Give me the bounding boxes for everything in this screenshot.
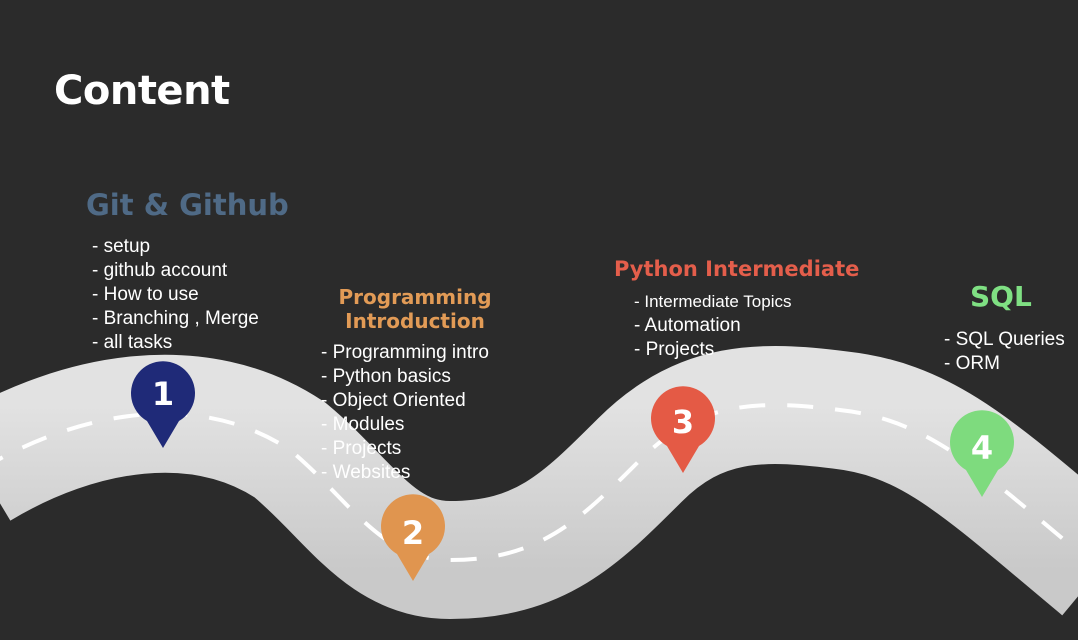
stage-3-topic: - Automation (634, 315, 741, 336)
milestone-number-2: 2 (402, 514, 424, 552)
stage-2-topic: - Websites (321, 462, 411, 483)
stage-2-heading-line: Introduction (345, 309, 485, 333)
stage-1-topic: - github account (92, 260, 228, 281)
milestone-number-4: 4 (971, 429, 993, 467)
page-title: Content (54, 68, 230, 114)
stage-2-heading-line: Programming (338, 285, 492, 309)
stage-1-topic-list: - setup - github account - How to use - … (92, 235, 259, 355)
stage-3-heading: Python Intermediate (614, 257, 860, 281)
stage-2-topic-list: - Programming intro - Python basics - Ob… (321, 341, 489, 485)
stage-4-topic-list: - SQL Queries - ORM (944, 328, 1065, 376)
stage-3-topic: - Intermediate Topics (634, 292, 792, 311)
stage-2-topic: - Object Oriented (321, 390, 466, 411)
milestone-number-1: 1 (152, 375, 174, 413)
stage-1-topic: - Branching , Merge (92, 308, 259, 329)
stage-3-topic: - Projects (634, 339, 715, 360)
stage-3-topic-list: - Intermediate Topics - Automation - Pro… (634, 290, 791, 362)
stage-2-heading: Programming Introduction (330, 285, 500, 333)
stage-2-topic: - Python basics (321, 366, 451, 387)
stage-2-topic: - Modules (321, 414, 405, 435)
stage-4-topic: - SQL Queries (944, 329, 1065, 350)
stage-4-heading: SQL (970, 280, 1032, 313)
stage-2-topic: - Projects (321, 438, 402, 459)
stage-1-topic: - setup (92, 236, 151, 257)
stage-1-heading: Git & Github (86, 188, 289, 222)
stage-2-topic: - Programming intro (321, 342, 489, 363)
stage-1-topic: - How to use (92, 284, 199, 305)
milestone-pin-1: 1 (131, 361, 195, 448)
milestone-pin-4: 4 (950, 410, 1015, 497)
milestone-pin-3: 3 (651, 386, 716, 473)
milestone-number-3: 3 (672, 403, 694, 441)
stage-4-topic: - ORM (944, 353, 1000, 374)
stage-1-topic: - all tasks (92, 332, 173, 353)
road-lane-markings (0, 403, 1078, 563)
milestone-pin-2: 2 (381, 494, 445, 581)
